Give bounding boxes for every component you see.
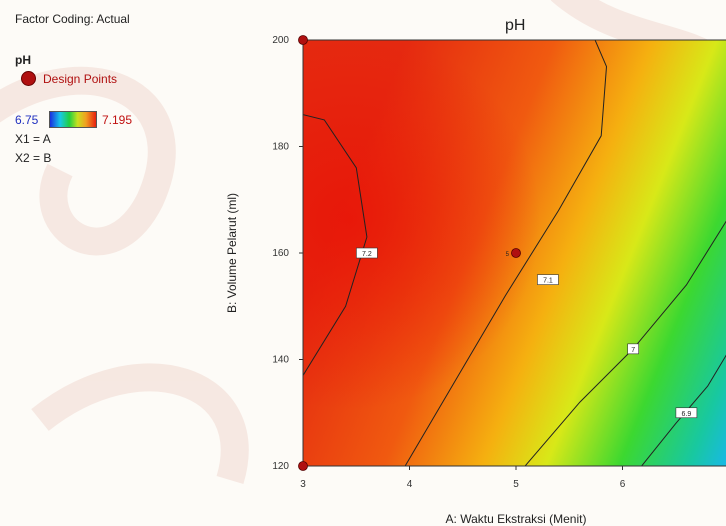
response-name: pH [15, 53, 31, 67]
contour-label: 7 [627, 343, 639, 355]
x-axis-label: A: Waktu Ekstraksi (Menit) [445, 512, 587, 526]
x-tick-label: 4 [407, 479, 413, 490]
design-point-label: 5 [506, 252, 510, 258]
design-points-legend: Design Points [21, 71, 117, 86]
contour-line-7-2 [303, 114, 368, 376]
design-point-legend-icon [21, 71, 36, 86]
design-point [511, 248, 521, 258]
contour-line-7-1 [404, 40, 608, 466]
y-tick-label: 120 [272, 461, 289, 472]
contour-label: 6.9 [675, 407, 698, 419]
contour-label: 7.2 [356, 247, 378, 259]
color-scale-bar [49, 111, 97, 128]
x2-mapping: X2 = B [15, 151, 52, 165]
design-point [298, 461, 308, 471]
x-tick-label: 3 [300, 479, 306, 490]
y-tick-label: 140 [272, 355, 289, 366]
x-tick-label: 6 [620, 479, 626, 490]
y-tick-label: 180 [272, 142, 289, 153]
y-tick-label: 200 [272, 35, 289, 46]
contour-line-6-9 [640, 354, 726, 466]
x-tick-label: 5 [513, 479, 519, 490]
y-tick-label: 160 [272, 248, 289, 259]
scale-min-label: 6.75 [15, 112, 39, 127]
contour-label-text: 7.2 [362, 251, 372, 258]
contour-label-text: 7 [631, 347, 635, 354]
scale-max-label: 7.195 [102, 112, 133, 127]
factor-coding-label: Factor Coding: Actual [15, 12, 130, 26]
design-point [298, 35, 308, 45]
color-scale: 6.75 7.195 [15, 111, 132, 128]
design-points-label: Design Points [43, 71, 118, 86]
contour-label-text: 6.9 [682, 411, 692, 418]
chart-title: pH [505, 17, 526, 34]
x1-mapping: X1 = A [15, 132, 51, 146]
contour-label: 7.1 [537, 274, 559, 285]
contour-label-text: 7.1 [543, 278, 553, 285]
